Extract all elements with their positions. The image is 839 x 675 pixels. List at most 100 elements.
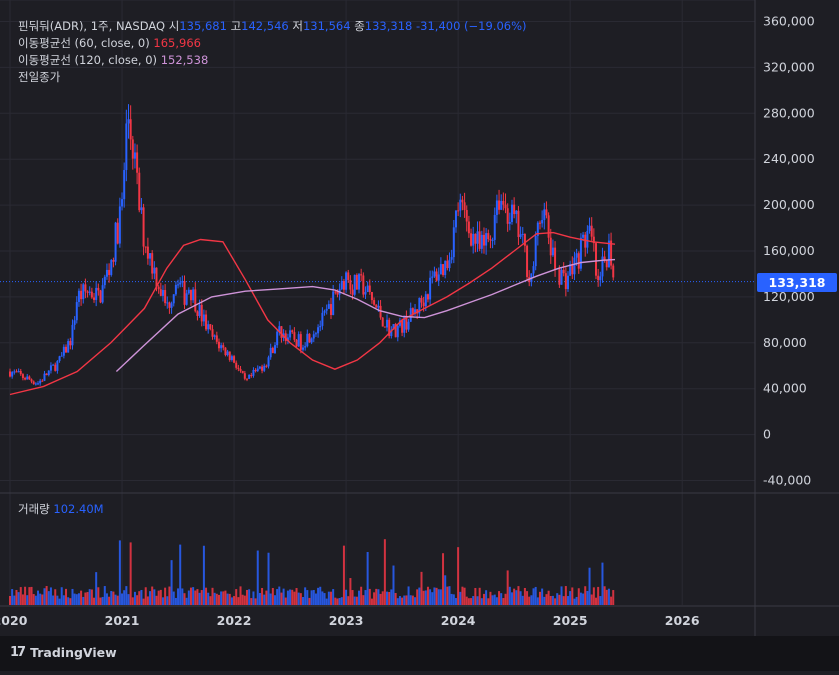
time-tick-label: 2023 (329, 613, 364, 628)
price-tick-label: 0 (763, 427, 771, 442)
volume-bar (373, 592, 376, 605)
volume-bar (495, 597, 498, 605)
volume-bar (198, 592, 201, 605)
volume-bar (189, 587, 192, 605)
candle-body (545, 209, 548, 216)
volume-bar (149, 591, 152, 605)
volume-bar (390, 589, 393, 605)
candle-body (566, 275, 569, 290)
close-label: 종 (354, 19, 365, 33)
candle-body (526, 245, 529, 277)
candle-body (607, 240, 610, 268)
candle-body (118, 206, 121, 244)
volume-bar (250, 598, 253, 605)
candle-body (273, 345, 276, 354)
candle-body (377, 305, 380, 308)
candle-body (239, 368, 242, 371)
candle-body (213, 335, 216, 337)
candle-body (80, 290, 83, 300)
price-tick-label: 40,000 (763, 381, 807, 396)
candle-body (349, 279, 352, 290)
volume-bar (459, 591, 462, 605)
ma120-row[interactable]: 이동평균선 (120, close, 0) 152,538 (18, 52, 527, 69)
candle-body (286, 337, 289, 342)
candle-body (612, 265, 615, 278)
candle-body (480, 234, 483, 249)
volume-bar (498, 591, 501, 605)
ma60-row[interactable]: 이동평균선 (60, close, 0) 165,966 (18, 35, 527, 52)
change-value: -31,400 (−19.06%) (416, 19, 527, 33)
volume-bar (401, 597, 404, 605)
volume-bar (506, 570, 509, 605)
candle-body (435, 271, 438, 281)
candle-body (65, 346, 68, 353)
volume-bar (584, 586, 587, 605)
volume-bar (273, 595, 276, 605)
volume-bar (302, 597, 305, 605)
candle-body (185, 293, 188, 305)
volume-bar (476, 596, 479, 605)
candle-body (472, 233, 475, 246)
candle-body (355, 274, 358, 290)
candle-body (506, 208, 509, 224)
volume-bar (571, 587, 574, 605)
volume-bar (239, 586, 242, 605)
volume-bar (282, 588, 285, 605)
volume-bar (403, 595, 406, 605)
volume-bar (174, 597, 177, 605)
volume-bar (114, 594, 117, 605)
volume-bar (569, 591, 572, 605)
volume-bar (205, 587, 208, 605)
volume-bar (295, 588, 298, 605)
volume-bar (101, 596, 104, 605)
candle-body (502, 200, 505, 205)
candle-body (47, 370, 50, 376)
candle-body (19, 371, 22, 375)
volume-bar (58, 598, 61, 605)
candle-body (521, 233, 524, 235)
volume-bar (170, 560, 173, 605)
candle-body (37, 383, 40, 385)
volume-bar (192, 587, 195, 605)
volume-bar (116, 595, 119, 605)
candle-body (463, 202, 466, 211)
volume-bar (528, 596, 531, 605)
candle-body (297, 334, 300, 347)
volume-bar (444, 575, 447, 605)
volume-bar (592, 587, 595, 605)
volume-bar (338, 597, 341, 605)
candle-body (386, 319, 389, 328)
volume-bar (351, 590, 354, 605)
candle-body (577, 253, 580, 269)
volume-bar (168, 586, 171, 605)
volume-bar (478, 587, 481, 605)
candle-body (233, 356, 236, 363)
candle-body (226, 351, 229, 356)
candle-body (325, 308, 328, 311)
last-price-tag: 133,318 (757, 273, 837, 292)
candle-body (446, 260, 449, 269)
candle-body (222, 345, 225, 348)
volume-bar (327, 591, 330, 605)
tradingview-brand[interactable]: 17 TradingView (10, 645, 117, 660)
candle-body (390, 329, 393, 337)
candle-body (58, 356, 61, 361)
prev-close-row[interactable]: 전일종가 (18, 69, 527, 86)
candle-body (9, 371, 11, 377)
volume-legend[interactable]: 거래량 102.40M (18, 501, 104, 517)
volume-bar (183, 593, 186, 605)
volume-bar (312, 590, 315, 605)
candle-body (392, 324, 395, 330)
ma120-label: 이동평균선 (120, close, 0) (18, 53, 158, 67)
candle-body (564, 273, 567, 290)
volume-bar (590, 594, 593, 605)
candle-body (517, 210, 520, 238)
volume-bar (523, 587, 526, 605)
candle-body (403, 315, 406, 333)
volume-bar (222, 591, 225, 605)
volume-tick-label: 200.00M (763, 0, 818, 3)
volume-bar (317, 587, 320, 605)
volume-bar (11, 589, 14, 605)
